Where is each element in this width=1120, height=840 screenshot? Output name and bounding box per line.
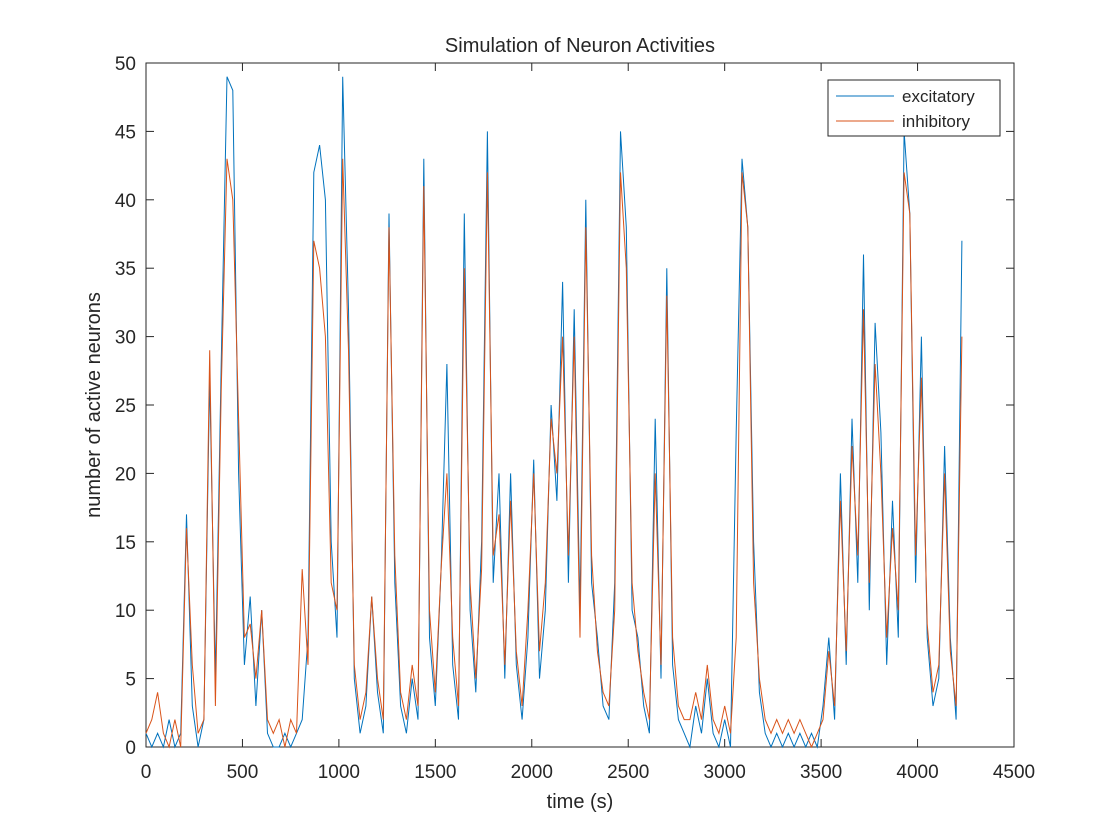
y-tick-label: 25 — [115, 396, 136, 417]
y-tick-label: 40 — [115, 191, 136, 212]
x-tick-label: 3000 — [704, 762, 746, 783]
x-tick-label: 4500 — [993, 762, 1035, 783]
x-tick-label: 500 — [227, 762, 259, 783]
series-line — [145, 76, 963, 749]
y-tick-label: 5 — [125, 670, 136, 691]
series-line — [145, 158, 963, 749]
x-tick-label: 1000 — [318, 762, 360, 783]
y-tick-label: 30 — [115, 328, 136, 349]
y-tick-label: 10 — [115, 601, 136, 622]
x-axis-label: time (s) — [547, 791, 614, 813]
x-tick-label: 0 — [141, 762, 152, 783]
x-tick-label: 2500 — [607, 762, 649, 783]
legend-label: inhibitory — [902, 112, 971, 131]
x-tick-label: 3500 — [800, 762, 842, 783]
chart-title: Simulation of Neuron Activities — [445, 35, 715, 57]
y-tick-label: 35 — [115, 259, 136, 280]
y-tick-label: 15 — [115, 533, 136, 554]
y-tick-label: 20 — [115, 464, 136, 485]
x-tick-label: 1500 — [414, 762, 456, 783]
y-tick-label: 45 — [115, 122, 136, 143]
legend-box — [827, 79, 1001, 137]
y-axis-label: number of active neurons — [83, 292, 105, 518]
x-tick-label: 4000 — [896, 762, 938, 783]
y-tick-label: 50 — [115, 54, 136, 75]
legend-label: excitatory — [902, 87, 975, 106]
y-tick-label: 0 — [125, 738, 136, 759]
x-tick-label: 2000 — [511, 762, 553, 783]
